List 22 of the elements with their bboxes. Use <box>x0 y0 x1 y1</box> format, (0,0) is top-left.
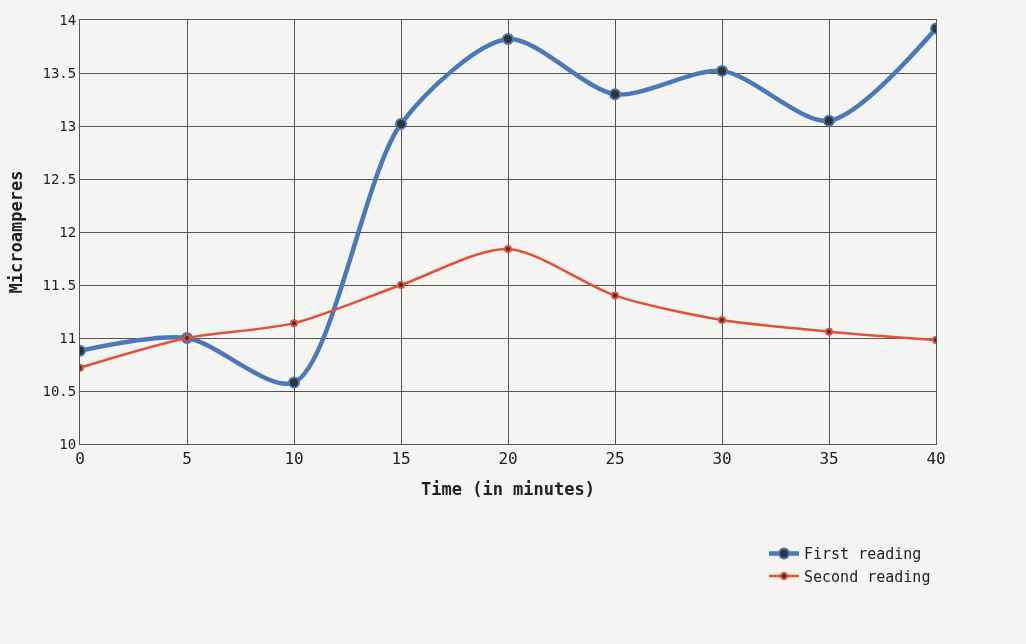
legend-label: Second reading <box>804 567 931 586</box>
x-tick-label: 20 <box>498 449 518 469</box>
y-tick-label: 14 <box>59 11 77 28</box>
x-tick-label: 30 <box>712 449 732 469</box>
x-tick-label: 25 <box>605 449 625 469</box>
y-tick-label: 11 <box>59 329 77 346</box>
y-tick-label: 10 <box>59 435 77 452</box>
x-tick-label: 40 <box>926 449 946 469</box>
x-tick-label: 10 <box>284 449 304 469</box>
x-tick-label: 35 <box>819 449 839 469</box>
y-tick-label: 13 <box>59 117 77 134</box>
x-tick-label: 15 <box>391 449 411 469</box>
y-tick-label: 12 <box>59 223 77 240</box>
y-tick-label: 13.5 <box>42 64 77 81</box>
legend-label: First reading <box>804 545 922 564</box>
x-axis-title: Time (in minutes) <box>421 478 595 499</box>
y-tick-label: 12.5 <box>42 170 77 187</box>
y-tick-label: 11.5 <box>42 276 77 293</box>
y-axis-title: Microamperes <box>6 170 27 294</box>
x-tick-label: 5 <box>182 449 192 469</box>
x-tick-label: 0 <box>75 449 85 469</box>
y-tick-label: 10.5 <box>42 382 77 399</box>
